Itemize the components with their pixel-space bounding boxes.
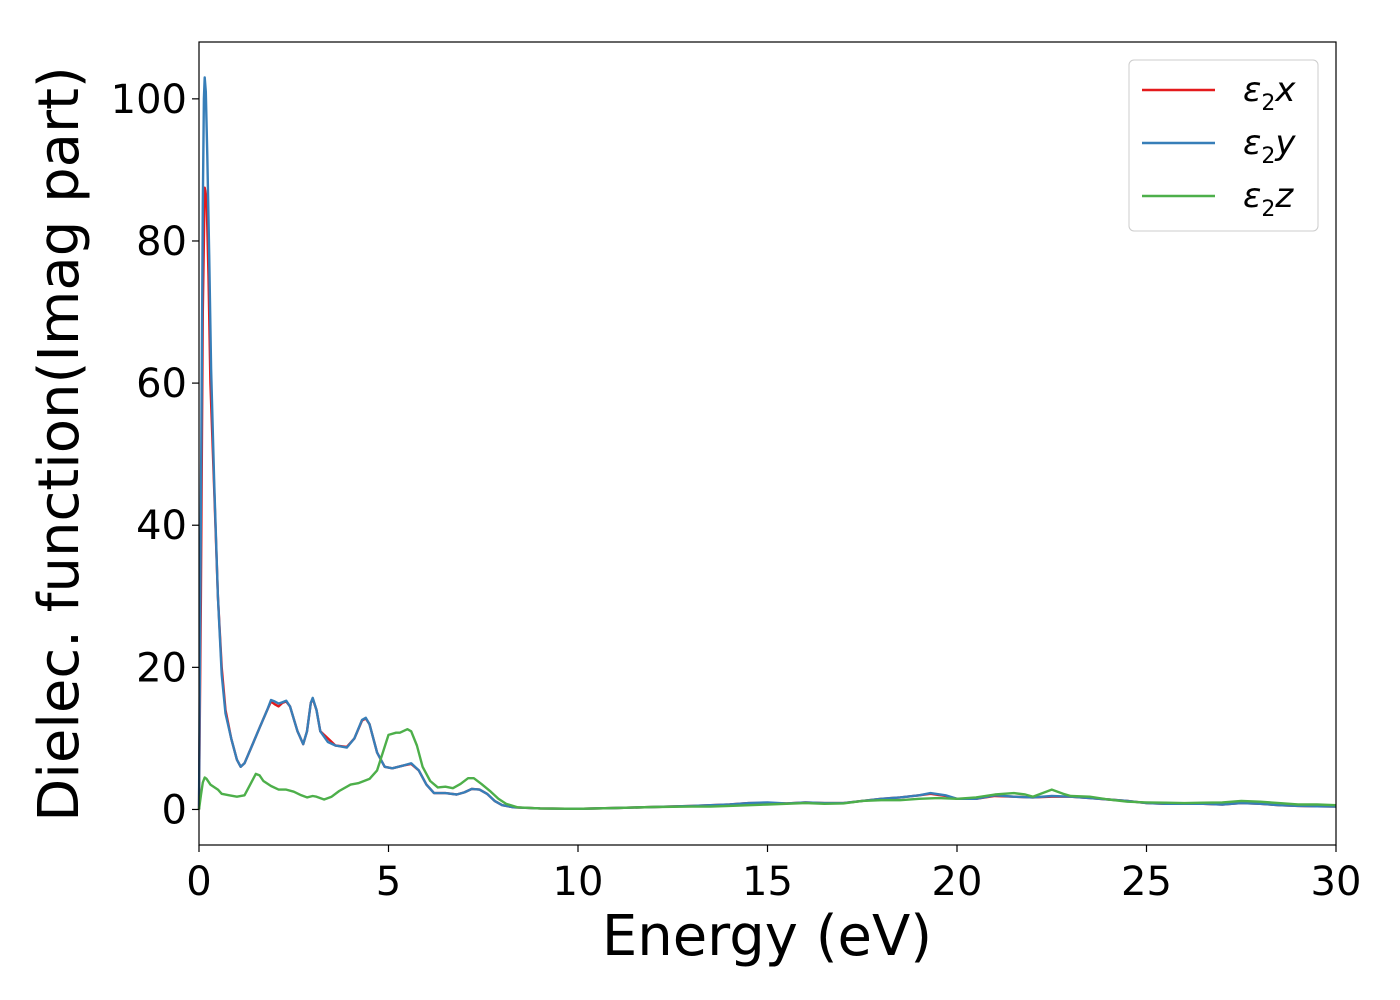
y-tick-label: 100 bbox=[111, 77, 187, 123]
y-tick-label: 20 bbox=[136, 645, 187, 691]
x-tick-label: 20 bbox=[932, 859, 983, 905]
legend-box bbox=[1128, 59, 1319, 232]
y-axis: 0 20 40 60 80 100 bbox=[111, 77, 199, 833]
legend: ε2x ε2y ε2z bbox=[1128, 59, 1319, 232]
legend-label-0: ε2x bbox=[1243, 70, 1296, 116]
series-line-2 bbox=[197, 728, 1337, 810]
y-tick-label: 60 bbox=[136, 361, 187, 407]
x-tick-label: 15 bbox=[742, 859, 793, 905]
legend-label-1: ε2y bbox=[1243, 123, 1296, 169]
legend-label-2: ε2z bbox=[1243, 176, 1294, 222]
x-tick-label: 30 bbox=[1311, 859, 1362, 905]
x-tick-label: 10 bbox=[553, 859, 604, 905]
y-axis-title: Dielec. function(Imag part) bbox=[27, 66, 92, 822]
x-axis: 0 5 10 15 20 25 30 bbox=[186, 845, 1361, 905]
x-axis-title: Energy (eV) bbox=[602, 904, 932, 969]
y-tick-label: 40 bbox=[136, 503, 187, 549]
y-tick-label: 80 bbox=[136, 219, 187, 265]
y-tick-label: 0 bbox=[162, 787, 187, 833]
x-tick-label: 0 bbox=[186, 859, 211, 905]
x-tick-label: 5 bbox=[376, 859, 401, 905]
x-tick-label: 25 bbox=[1121, 859, 1172, 905]
series-layer bbox=[197, 76, 1337, 810]
